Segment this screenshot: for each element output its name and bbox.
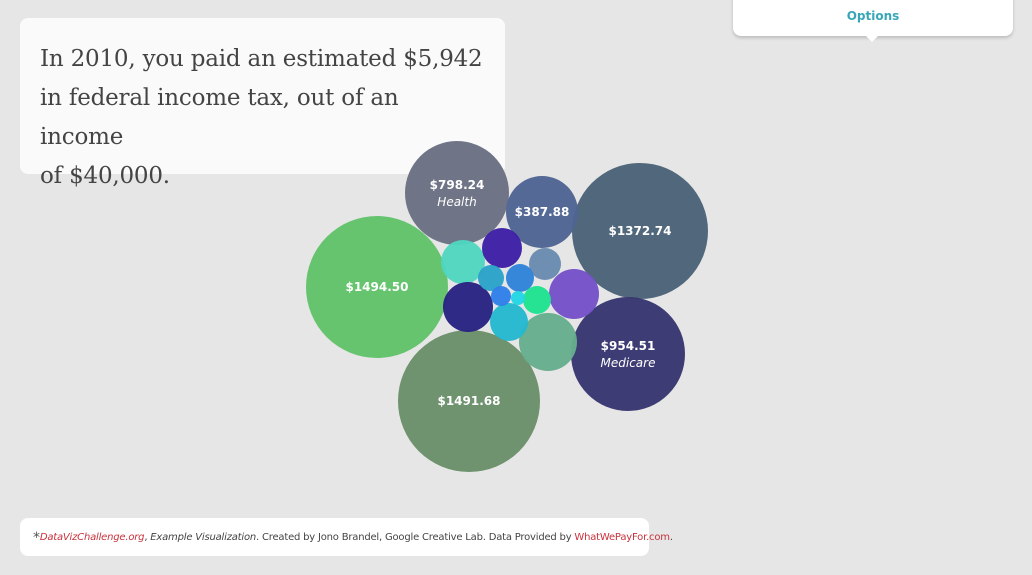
options-button[interactable]: Options: [846, 9, 900, 23]
spending-bubble[interactable]: $387.88: [506, 176, 578, 248]
bubble-value-label: $1491.68: [437, 394, 500, 408]
footer-separator: ,: [144, 532, 151, 543]
bubble-circle[interactable]: [443, 282, 493, 332]
whatwepayfor-link[interactable]: WhatWePayFor.com: [574, 532, 670, 543]
bubble-category-label: Health: [437, 195, 476, 209]
bubble-circle[interactable]: [506, 176, 578, 248]
footer-credits: *DataVizChallenge.org, Example Visualiza…: [20, 518, 673, 556]
bubble-circle[interactable]: [519, 313, 577, 371]
bubble-circle[interactable]: [549, 269, 599, 319]
spending-bubble[interactable]: [511, 291, 525, 305]
bubble-circle[interactable]: [491, 286, 511, 306]
spending-bubble[interactable]: $954.51 Medicare: [571, 297, 685, 411]
bubble-value-label: $1494.50: [345, 280, 408, 294]
bubble-circle[interactable]: [572, 163, 708, 299]
bubble-circle[interactable]: [482, 228, 522, 268]
spending-bubble[interactable]: [491, 286, 511, 306]
spending-bubble[interactable]: [490, 303, 528, 341]
bubble-circle[interactable]: [441, 240, 485, 284]
spending-bubble[interactable]: $798.24 Health: [405, 141, 509, 245]
spending-bubble[interactable]: [549, 269, 599, 319]
bubble-circle[interactable]: [478, 265, 504, 291]
tax-summary-card: In 2010, you paid an estimated $5,942 in…: [20, 18, 505, 189]
bubble-circle[interactable]: [306, 216, 448, 358]
options-panel: Options: [733, 0, 1013, 42]
bubble-circle[interactable]: [405, 141, 509, 245]
bubble-circle[interactable]: [490, 303, 528, 341]
datavizchallenge-link[interactable]: DataVizChallenge.org: [39, 532, 145, 543]
spending-bubble[interactable]: [482, 228, 522, 268]
bubble-value-label: $798.24: [430, 178, 485, 192]
spending-bubble[interactable]: [441, 240, 485, 284]
tax-summary-line-1: In 2010, you paid an estimated $5,942: [40, 46, 483, 72]
bubble-category-label: Medicare: [601, 356, 656, 370]
spending-bubble[interactable]: [523, 286, 551, 314]
spending-bubble[interactable]: [478, 265, 504, 291]
spending-bubble[interactable]: $1494.50: [306, 216, 448, 358]
spending-bubble[interactable]: [519, 313, 577, 371]
bubble-circle[interactable]: [529, 248, 561, 280]
bubble-value-label: $954.51: [601, 339, 656, 353]
bubble-value-label: $1372.74: [608, 224, 671, 238]
bubble-circle[interactable]: [523, 286, 551, 314]
bubble-circle[interactable]: [398, 330, 540, 472]
spending-bubble[interactable]: [506, 264, 534, 292]
spending-bubble[interactable]: [529, 248, 561, 280]
footer-end: .: [669, 532, 673, 543]
footer-credit-text: . Created by Jono Brandel, Google Creati…: [256, 532, 575, 543]
spending-bubble[interactable]: $1372.74: [572, 163, 708, 299]
spending-bubble[interactable]: $1491.68: [398, 330, 540, 472]
bubble-circle[interactable]: [506, 264, 534, 292]
tax-summary-text: In 2010, you paid an estimated $5,942 in…: [40, 40, 485, 196]
tax-summary-line-2: in federal income tax, out of an income: [40, 85, 399, 150]
options-caret-icon: [866, 36, 878, 42]
tax-summary-line-3: of $40,000.: [40, 163, 170, 189]
bubble-value-label: $387.88: [515, 205, 570, 219]
bubble-circle[interactable]: [511, 291, 525, 305]
asterisk-icon: *: [33, 530, 40, 546]
bubble-circle[interactable]: [571, 297, 685, 411]
spending-bubble[interactable]: [443, 282, 493, 332]
example-visualization-text: Example Visualization: [150, 532, 257, 543]
